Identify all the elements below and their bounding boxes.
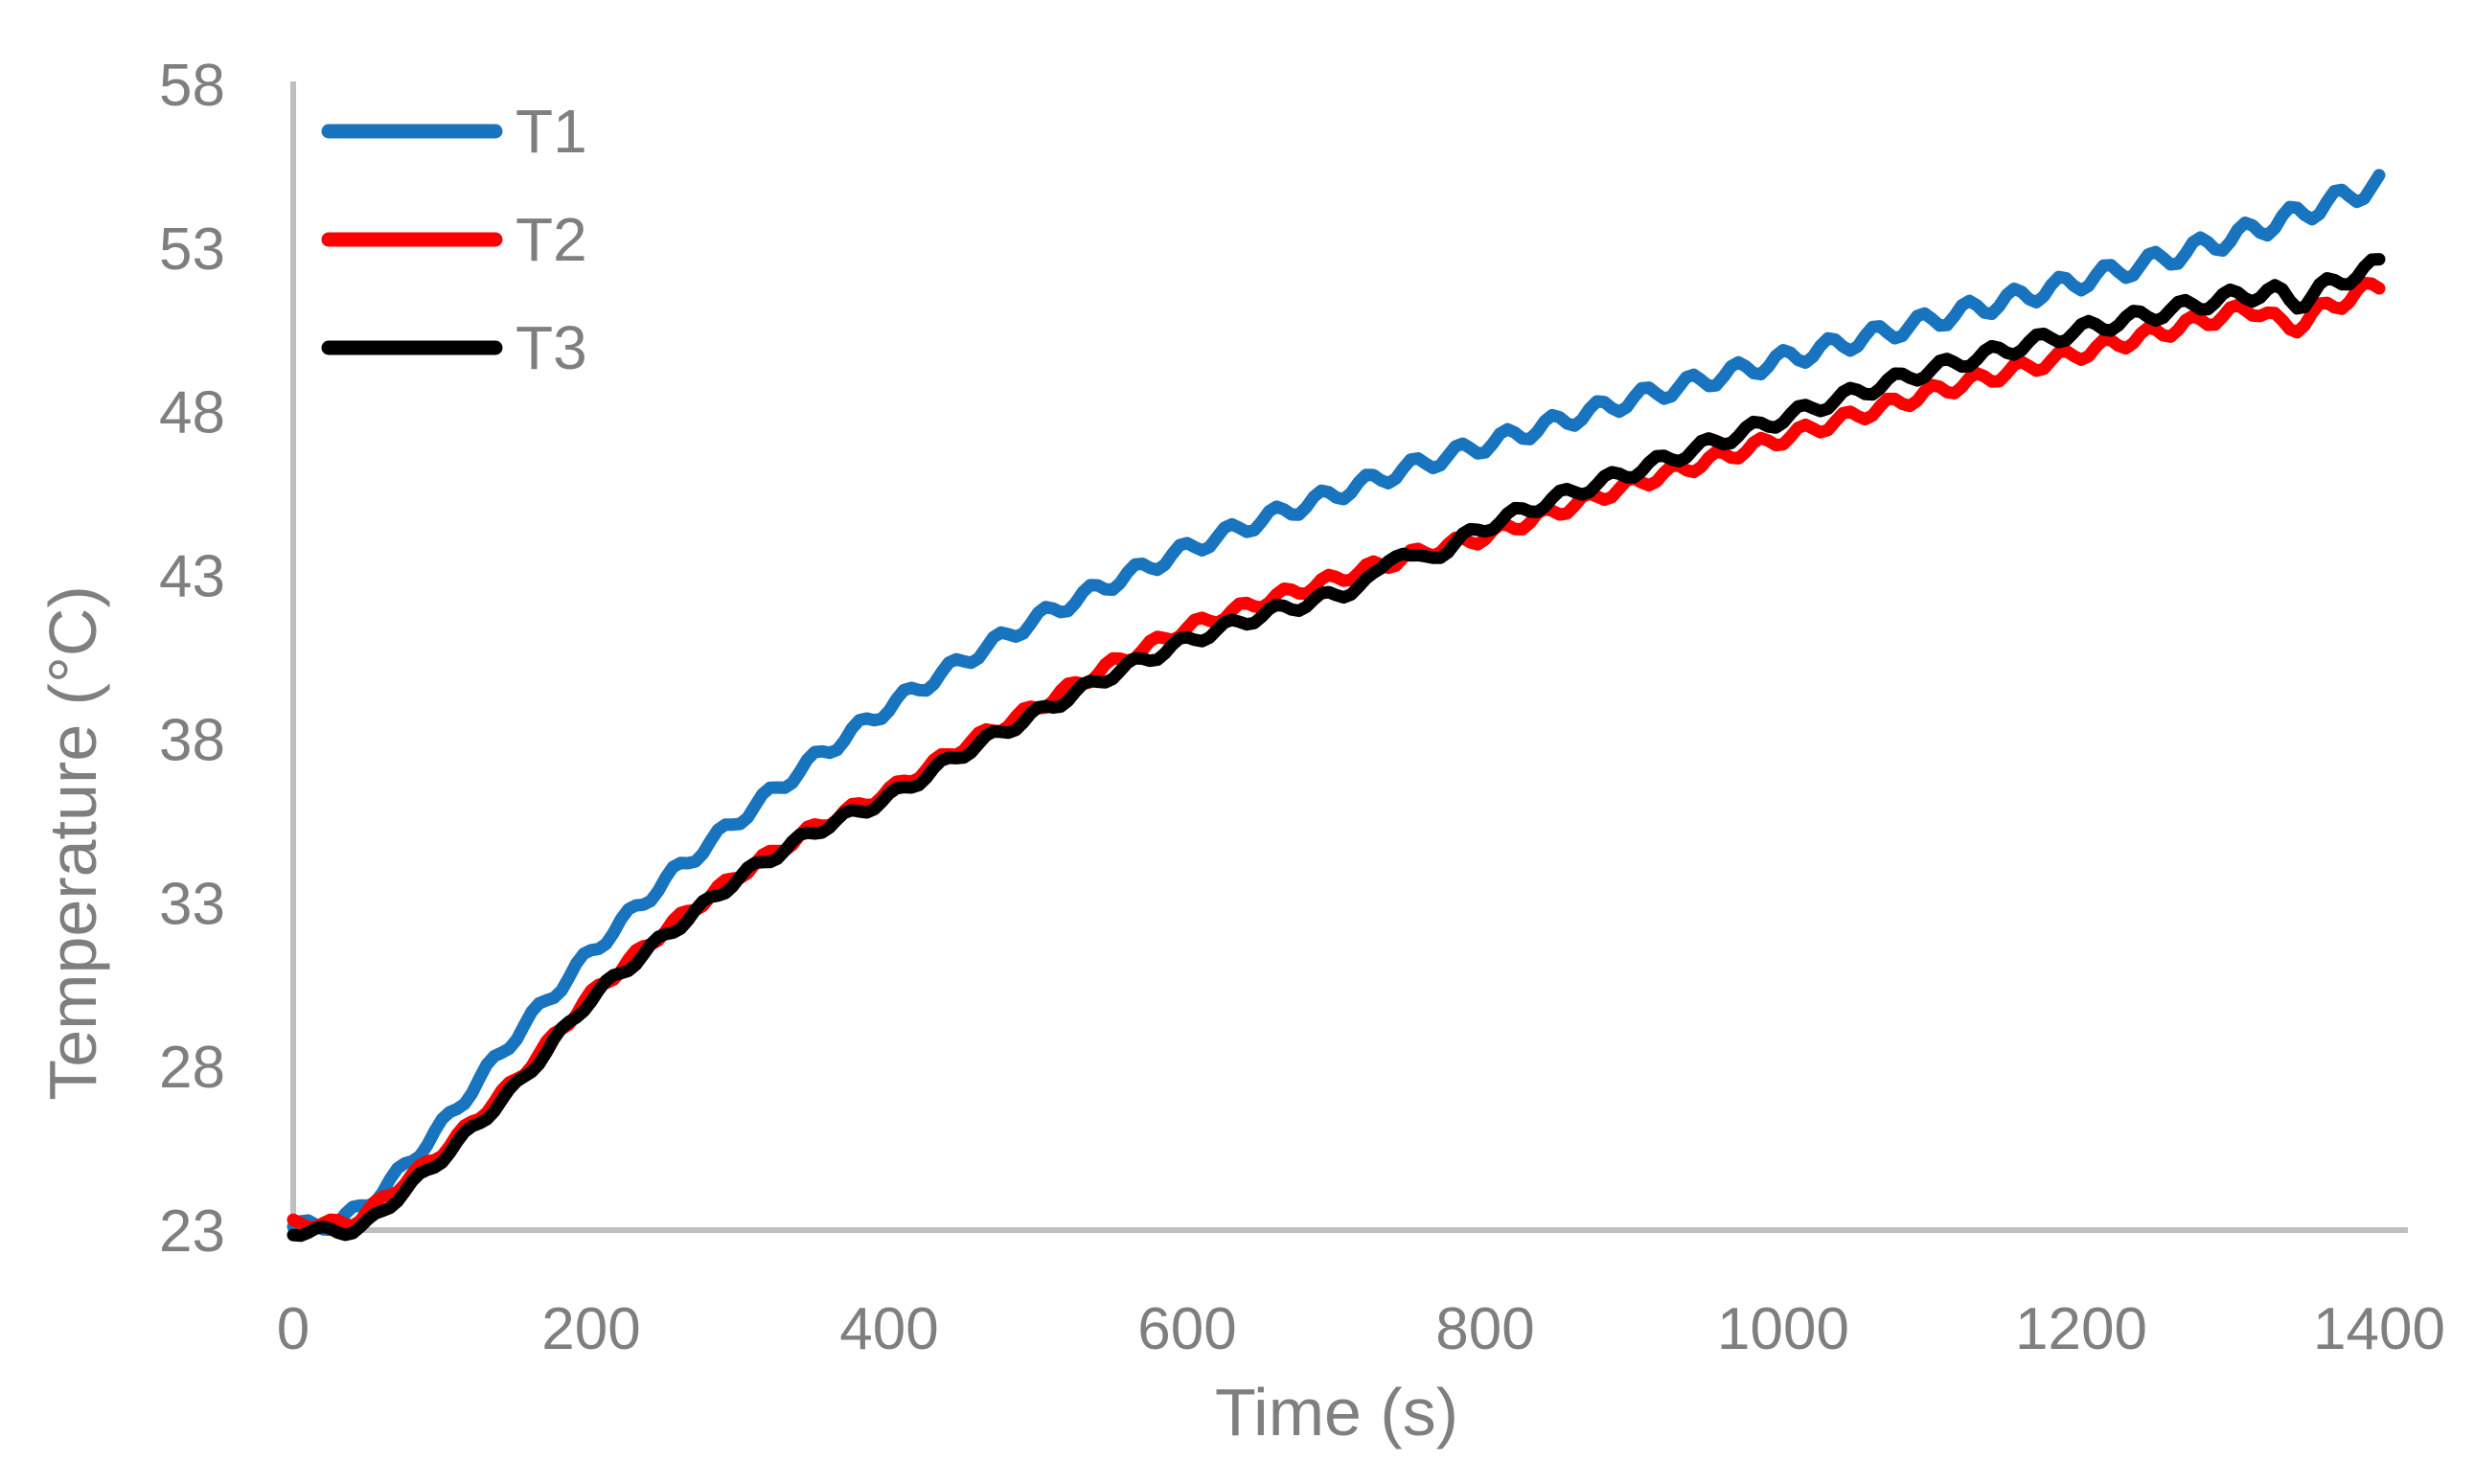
x-tick-label: 1400	[2313, 1296, 2445, 1362]
legend-label-t2: T2	[515, 205, 587, 274]
series-line-t1	[286, 169, 2386, 1237]
y-tick-label: 43	[159, 544, 225, 610]
legend-label-t3: T3	[515, 313, 587, 382]
x-tick-label: 1200	[2015, 1296, 2147, 1362]
y-axis-title: Temperature (°C)	[35, 585, 110, 1101]
y-tick-label: 48	[159, 380, 225, 446]
series-line-t2	[286, 276, 2386, 1234]
plot-series	[286, 169, 2386, 1243]
legend-item: T2	[321, 205, 587, 274]
y-tick-label: 28	[159, 1035, 225, 1101]
y-axis-tick-labels: 23 28 33 38 43 48 53 58	[159, 53, 225, 1265]
y-tick-label: 53	[159, 217, 225, 283]
x-tick-label: 400	[839, 1296, 938, 1362]
series-line-t3	[286, 253, 2386, 1243]
y-tick-label: 58	[159, 53, 225, 119]
x-tick-label: 800	[1435, 1296, 1534, 1362]
x-tick-label: 600	[1137, 1296, 1236, 1362]
x-tick-label: 200	[541, 1296, 640, 1362]
x-tick-label: 0	[277, 1296, 309, 1362]
x-axis-title: Time (s)	[1215, 1375, 1458, 1450]
y-tick-label: 23	[159, 1199, 225, 1265]
x-axis-tick-labels: 0 200 400 600 800 1000 1200 1400	[277, 1296, 2445, 1362]
legend-item: T3	[321, 313, 587, 382]
x-tick-label: 1000	[1717, 1296, 1849, 1362]
legend-label-t1: T1	[515, 97, 587, 166]
legend-item: T1	[321, 97, 587, 166]
y-tick-label: 38	[159, 707, 225, 773]
legend: T1 T2 T3	[321, 97, 587, 382]
y-tick-label: 33	[159, 871, 225, 937]
